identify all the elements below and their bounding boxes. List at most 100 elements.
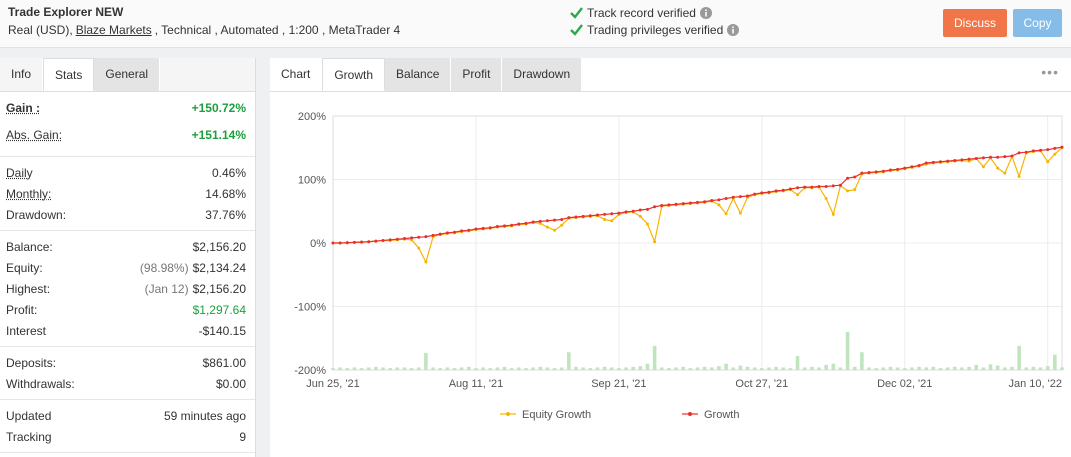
stat-value: $1,297.64 xyxy=(192,303,246,317)
point xyxy=(1060,145,1064,149)
bar xyxy=(452,368,457,370)
stats-group: Updated 59 minutes ago Tracking 9 xyxy=(0,400,255,453)
tab[interactable]: General xyxy=(94,58,161,91)
stat-row: Highest: (Jan 12) $2,156.20 xyxy=(0,279,255,300)
point xyxy=(724,197,728,201)
stat-value: -$140.15 xyxy=(198,324,246,338)
bar xyxy=(831,363,836,370)
stat-value-wrap: $861.00 xyxy=(203,353,246,374)
bar xyxy=(474,368,478,370)
subtitle: Real (USD), Blaze Markets, Technical , Au… xyxy=(8,23,400,37)
bar xyxy=(895,367,900,370)
subtitle-text: , Technical , Automated , 1:200 , MetaTr… xyxy=(154,23,401,37)
broker-link[interactable]: Blaze Markets xyxy=(75,23,152,37)
tab[interactable]: Chart xyxy=(270,58,323,91)
point xyxy=(738,195,742,199)
point xyxy=(967,157,971,161)
bar xyxy=(945,367,950,370)
point xyxy=(824,197,828,201)
bar xyxy=(774,366,778,370)
legend-marker xyxy=(506,412,510,416)
tab[interactable]: Drawdown xyxy=(502,58,583,91)
bar xyxy=(438,368,442,370)
point xyxy=(867,171,871,175)
stat-value-wrap: 9 xyxy=(239,427,246,448)
info-icon[interactable] xyxy=(727,24,740,36)
bar xyxy=(745,366,750,370)
bar xyxy=(917,366,921,370)
stat-label: Daily xyxy=(6,166,33,180)
point xyxy=(603,218,607,222)
stat-row: Profit: $1,297.64 xyxy=(0,300,255,321)
point xyxy=(402,237,406,241)
bar xyxy=(352,367,357,370)
bar xyxy=(345,368,350,370)
x-tick-label: Aug 11, '21 xyxy=(449,378,504,390)
bar xyxy=(695,367,700,370)
bar xyxy=(495,367,500,370)
point xyxy=(645,222,649,226)
point xyxy=(395,237,399,241)
bar xyxy=(395,367,400,370)
stat-label: Abs. Gain: xyxy=(6,128,63,142)
bar xyxy=(874,368,878,370)
bar xyxy=(902,368,907,370)
stat-note: (Jan 12) xyxy=(144,282,189,296)
point xyxy=(495,224,499,228)
bar xyxy=(445,367,450,370)
point xyxy=(996,155,1000,159)
point xyxy=(946,159,950,163)
verified: Track record verified xyxy=(570,6,712,20)
bar xyxy=(760,368,764,370)
stat-label: Monthly: xyxy=(6,187,52,201)
bar xyxy=(552,368,557,370)
point xyxy=(610,212,614,216)
point xyxy=(352,240,356,244)
verified-text: Track record verified xyxy=(587,6,696,20)
subtitle-text: Real (USD), xyxy=(8,23,73,37)
point xyxy=(531,220,535,224)
tab[interactable]: Stats xyxy=(43,58,95,91)
point xyxy=(631,209,635,213)
tab[interactable]: Profit xyxy=(451,58,503,91)
bar xyxy=(424,352,428,370)
bar xyxy=(538,366,543,370)
copy-button[interactable]: Copy xyxy=(1013,9,1062,37)
point xyxy=(1017,151,1021,155)
stat-value: $2,156.20 xyxy=(192,240,246,254)
point xyxy=(360,240,364,244)
point xyxy=(989,155,993,159)
bar xyxy=(1060,367,1064,370)
stats-group: Daily 0.46% Monthly: 14.68% Drawdown: 37.76% xyxy=(0,157,255,231)
point xyxy=(746,194,750,198)
bar xyxy=(674,367,678,370)
point xyxy=(517,222,521,226)
point xyxy=(781,188,785,192)
bar xyxy=(409,368,414,370)
bar xyxy=(381,367,385,370)
point xyxy=(738,211,742,215)
stat-value-wrap: 14.68% xyxy=(205,184,246,205)
x-tick-label: Jun 25, '21 xyxy=(306,378,359,390)
point xyxy=(981,165,985,169)
info-icon[interactable] xyxy=(699,7,712,19)
bar xyxy=(845,331,850,370)
point xyxy=(910,165,914,169)
y-tick-label: -200% xyxy=(294,365,326,377)
point xyxy=(345,241,349,245)
bar xyxy=(852,366,857,370)
point xyxy=(888,168,892,172)
stat-label: Withdrawals: xyxy=(6,377,75,391)
tab[interactable]: Info xyxy=(0,58,44,91)
discuss-button[interactable]: Discuss xyxy=(943,9,1007,37)
y-tick-label: 100% xyxy=(298,175,326,187)
point xyxy=(724,212,728,216)
bar xyxy=(388,368,392,370)
point xyxy=(924,161,928,165)
tab[interactable]: Balance xyxy=(385,58,452,91)
point xyxy=(874,170,878,174)
point xyxy=(831,184,835,188)
more-menu[interactable]: ••• xyxy=(1041,64,1059,80)
tab[interactable]: Growth xyxy=(322,58,386,91)
bar xyxy=(788,368,793,370)
